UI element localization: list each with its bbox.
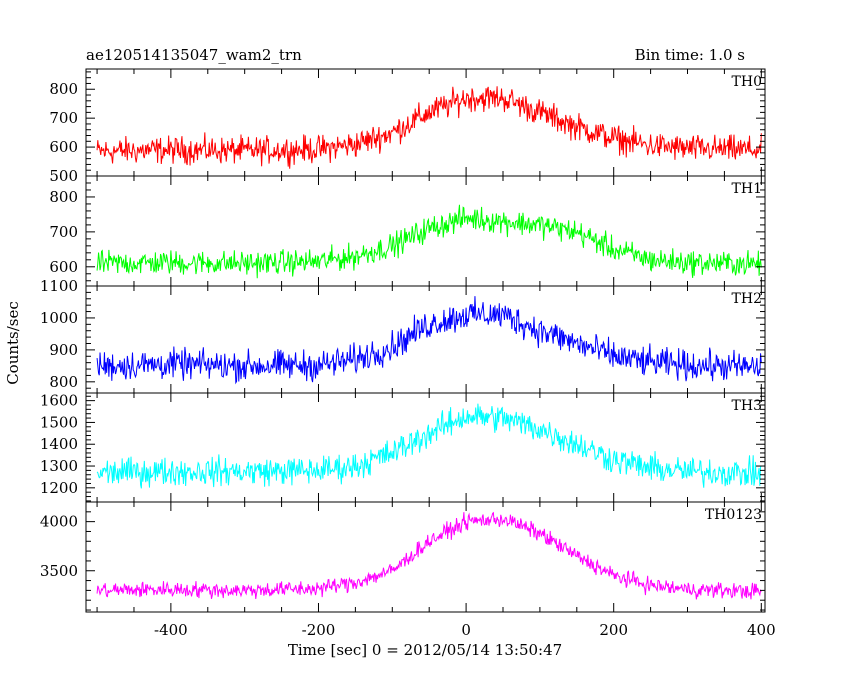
y-tick-label: 1000 [40,309,78,327]
x-tick-label: -200 [302,621,336,639]
y-tick-label: 1300 [40,457,78,475]
y-tick-label: 600 [49,138,78,156]
panel-frame [85,285,766,394]
panel-th0123: 3500 4000 TH0123 [40,501,766,613]
panel-label-th2: TH2 [732,291,762,307]
panel-th2: 800 900 1000 1100 TH2 [40,277,766,394]
y-tick-label: 700 [49,109,78,127]
series-th3-trace [96,403,762,489]
x-axis-title: Time [sec] 0 = 2012/05/14 13:50:47 [288,641,562,659]
series-th1-trace [96,204,762,279]
y-tick-label: 1200 [40,479,78,497]
y-tick-label: 700 [49,223,78,241]
y-tick-label: 600 [49,258,78,276]
y-tick-label: 900 [49,341,78,359]
chart-title: ae120514135047_wam2_trn [86,46,302,64]
panel-frame [85,392,766,503]
y-tick-label: 500 [49,167,78,185]
bin-time-label: Bin time: 1.0 s [635,46,745,64]
x-tick-label: 400 [747,621,776,639]
y-tick-label: 4000 [40,513,78,531]
y-tick-label: 3500 [40,562,78,580]
panels-group: 500 600 700 800 TH0 600 700 800 TH1 800 900 1000 110… [40,68,766,613]
x-tick-label: 0 [461,621,471,639]
x-tick-label: 200 [599,621,628,639]
x-tick-label: -400 [154,621,188,639]
series-th2-trace [96,296,762,385]
panel-label-th0123: TH0123 [705,507,762,523]
y-tick-label: 800 [49,80,78,98]
panel-th0: 500 600 700 800 TH0 [49,68,766,185]
y-tick-label: 800 [49,373,78,391]
y-tick-label: 800 [49,188,78,206]
panel-frame [85,501,766,613]
panel-label-th1: TH1 [732,181,762,197]
y-tick-label: 1400 [40,435,78,453]
panel-label-th0: TH0 [732,74,762,90]
panel-th1: 600 700 800 TH1 [49,175,766,287]
y-tick-label: 1100 [40,277,78,295]
y-axis-title: Counts/sec [4,301,22,385]
series-th0123-trace [96,511,762,600]
y-tick-label: 1500 [40,413,78,431]
panel-label-th3: TH3 [732,398,762,414]
panel-th3: 1200 1300 1400 1500 1600 TH3 [40,392,766,503]
x-axis: -400 -200 0 200 400 [154,621,776,639]
y-tick-label: 1600 [40,392,78,410]
series-th0-trace [96,86,762,169]
